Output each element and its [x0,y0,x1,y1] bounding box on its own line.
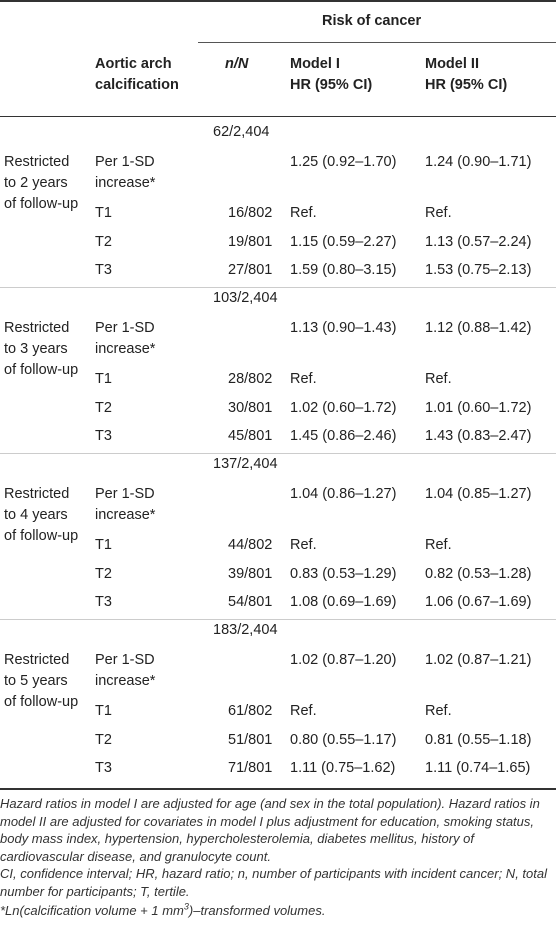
row-model1: Ref. [290,205,317,221]
footnote-transform: *Ln(calcification volume + 1 mm3)–transf… [0,901,326,918]
row-model2: 0.82 (0.53–1.28) [425,566,532,582]
block-label-line: to 2 years [4,175,68,191]
row-model2: Ref. [425,371,452,387]
row-n: 16/802 [228,205,273,221]
row-model1: 0.83 (0.53–1.29) [290,566,397,582]
header-bottom-rule [0,116,556,117]
row-n: 39/801 [228,566,273,582]
row-n: 30/801 [228,400,273,416]
block-label-line: of follow-up [4,196,79,212]
row-n: 51/801 [228,732,273,748]
row-exposure: Per 1-SD [95,320,155,336]
row-model1: Ref. [290,371,317,387]
row-exposure: increase* [95,175,156,191]
block-divider [0,287,556,288]
row-model2: 1.13 (0.57–2.24) [425,234,532,250]
row-n: 71/801 [228,760,273,776]
row-model1: 1.25 (0.92–1.70) [290,154,397,170]
block-label-line: of follow-up [4,362,79,378]
row-model1: 1.15 (0.59–2.27) [290,234,397,250]
row-model2: Ref. [425,205,452,221]
header-group-title: Risk of cancer [322,13,422,29]
row-exposure: increase* [95,507,156,523]
header-group-rule [198,42,556,43]
row-exposure: increase* [95,673,156,689]
row-exposure: T1 [95,703,112,719]
block-label-line: of follow-up [4,694,79,710]
block-total: 62/2,404 [213,124,270,140]
row-exposure: T2 [95,234,112,250]
row-exposure: T1 [95,371,112,387]
block-label-line: of follow-up [4,528,79,544]
row-n: 61/802 [228,703,273,719]
block-total: 103/2,404 [213,290,278,306]
block-label-line: Restricted [4,486,70,502]
row-model1: 1.04 (0.86–1.27) [290,486,397,502]
row-model1: 1.08 (0.69–1.69) [290,594,397,610]
block-divider [0,619,556,620]
block-label-line: Restricted [4,320,70,336]
row-exposure: T1 [95,537,112,553]
row-model2: 1.04 (0.85–1.27) [425,486,532,502]
row-exposure: Per 1-SD [95,652,155,668]
row-exposure: increase* [95,341,156,357]
row-model1: 1.02 (0.87–1.20) [290,652,397,668]
block-label-line: to 3 years [4,341,68,357]
row-model1: Ref. [290,703,317,719]
block-divider [0,453,556,454]
row-exposure: T3 [95,262,112,278]
block-label-line: Restricted [4,154,70,170]
footnote-abbreviations: CI, confidence interval; HR, hazard rati… [0,866,547,899]
row-model1: 1.11 (0.75–1.62) [290,760,396,776]
row-model2: 1.24 (0.90–1.71) [425,154,532,170]
table-bottom-rule [0,788,556,790]
row-model1: 1.45 (0.86–2.46) [290,428,397,444]
block-label-line: to 5 years [4,673,68,689]
row-n: 28/802 [228,371,273,387]
row-exposure: T2 [95,566,112,582]
header-n: n/N [225,56,249,72]
block-total: 137/2,404 [213,456,278,472]
row-model1: 1.02 (0.60–1.72) [290,400,397,416]
row-model2: Ref. [425,537,452,553]
row-model1: 1.13 (0.90–1.43) [290,320,397,336]
row-model2: 1.43 (0.83–2.47) [425,428,532,444]
header-model1: Model I HR (95% CI) [290,56,373,93]
row-model2: 1.12 (0.88–1.42) [425,320,532,336]
row-model2: 1.06 (0.67–1.69) [425,594,532,610]
row-model2: 0.81 (0.55–1.18) [425,732,532,748]
row-n: 54/801 [228,594,273,610]
row-model2: 1.02 (0.87–1.21) [425,652,532,668]
row-exposure: T3 [95,428,112,444]
row-exposure: T2 [95,400,112,416]
row-n: 27/801 [228,262,273,278]
row-model1: Ref. [290,537,317,553]
header-exposure: Aortic arch calcification [95,56,179,93]
block-total: 183/2,404 [213,622,278,638]
block-label-line: to 4 years [4,507,68,523]
row-exposure: T1 [95,205,112,221]
row-exposure: Per 1-SD [95,154,155,170]
row-model1: 0.80 (0.55–1.17) [290,732,397,748]
row-n: 19/801 [228,234,273,250]
header-model2: Model II HR (95% CI) [425,56,508,93]
table-top-rule [0,0,556,2]
row-model2: Ref. [425,703,452,719]
row-n: 45/801 [228,428,273,444]
row-exposure: T3 [95,760,112,776]
row-n: 44/802 [228,537,273,553]
block-label-line: Restricted [4,652,70,668]
row-model2: 1.11 (0.74–1.65) [425,760,531,776]
row-exposure: T3 [95,594,112,610]
row-exposure: Per 1-SD [95,486,155,502]
row-model2: 1.01 (0.60–1.72) [425,400,532,416]
row-model1: 1.59 (0.80–3.15) [290,262,397,278]
footnote-adjustment: Hazard ratios in model I are adjusted fo… [0,796,540,864]
row-model2: 1.53 (0.75–2.13) [425,262,532,278]
row-exposure: T2 [95,732,112,748]
